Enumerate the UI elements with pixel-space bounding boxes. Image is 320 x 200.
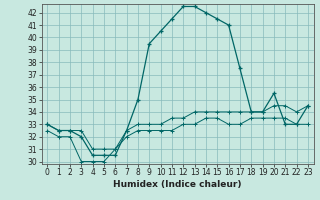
X-axis label: Humidex (Indice chaleur): Humidex (Indice chaleur)	[113, 180, 242, 189]
